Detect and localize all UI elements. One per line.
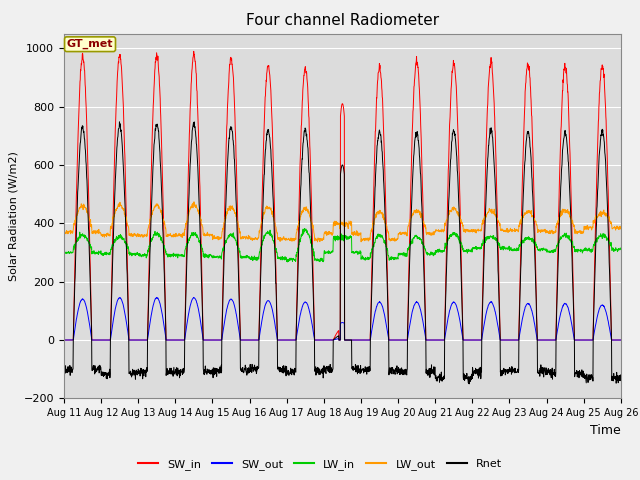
- LW_out: [568, 220, 576, 226]
- LW_in: [617, 247, 625, 252]
- Line: Rnet: Rnet: [64, 122, 621, 384]
- SW_in: [216, 337, 223, 343]
- SW_in: [190, 48, 198, 54]
- LW_out: [190, 199, 198, 204]
- SW_in: [568, 221, 575, 227]
- LW_in: [359, 255, 367, 261]
- Line: SW_in: SW_in: [64, 51, 621, 340]
- Rnet: [584, 376, 591, 382]
- SW_out: [584, 337, 591, 343]
- Rnet: [465, 381, 473, 387]
- Rnet: [216, 366, 223, 372]
- SW_out: [153, 295, 161, 300]
- LW_out: [371, 215, 379, 221]
- SW_in: [371, 149, 379, 155]
- LW_in: [60, 249, 68, 255]
- Rnet: [617, 375, 625, 381]
- Legend: SW_in, SW_out, LW_in, LW_out, Rnet: SW_in, SW_out, LW_in, LW_out, Rnet: [134, 455, 506, 474]
- LW_in: [371, 240, 379, 246]
- SW_in: [504, 337, 512, 343]
- Line: LW_out: LW_out: [64, 202, 621, 242]
- LW_out: [505, 229, 513, 235]
- SW_in: [359, 337, 367, 343]
- SW_in: [617, 337, 625, 343]
- Title: Four channel Radiometer: Four channel Radiometer: [246, 13, 439, 28]
- SW_out: [504, 337, 512, 343]
- SW_out: [216, 337, 223, 343]
- SW_out: [617, 337, 625, 343]
- LW_in: [568, 241, 576, 247]
- Line: SW_out: SW_out: [64, 298, 621, 340]
- SW_out: [371, 311, 379, 317]
- LW_in: [505, 244, 513, 250]
- SW_in: [60, 337, 68, 343]
- SW_out: [568, 322, 575, 327]
- LW_out: [584, 226, 591, 232]
- Rnet: [359, 367, 367, 372]
- LW_out: [617, 226, 625, 231]
- LW_out: [359, 237, 367, 243]
- Rnet: [60, 365, 68, 371]
- LW_in: [301, 226, 308, 231]
- SW_out: [359, 337, 367, 343]
- Y-axis label: Solar Radiation (W/m2): Solar Radiation (W/m2): [8, 151, 18, 281]
- LW_out: [314, 239, 321, 245]
- LW_out: [216, 236, 223, 242]
- LW_in: [216, 253, 223, 259]
- Rnet: [116, 119, 124, 125]
- LW_out: [60, 229, 68, 235]
- Line: LW_in: LW_in: [64, 228, 621, 262]
- LW_in: [584, 248, 591, 253]
- SW_out: [60, 337, 68, 343]
- X-axis label: Time: Time: [590, 424, 621, 437]
- SW_in: [584, 337, 591, 343]
- Rnet: [568, 255, 576, 261]
- Text: GT_met: GT_met: [67, 39, 113, 49]
- Rnet: [371, 193, 379, 199]
- Rnet: [505, 367, 513, 373]
- LW_in: [284, 259, 291, 265]
